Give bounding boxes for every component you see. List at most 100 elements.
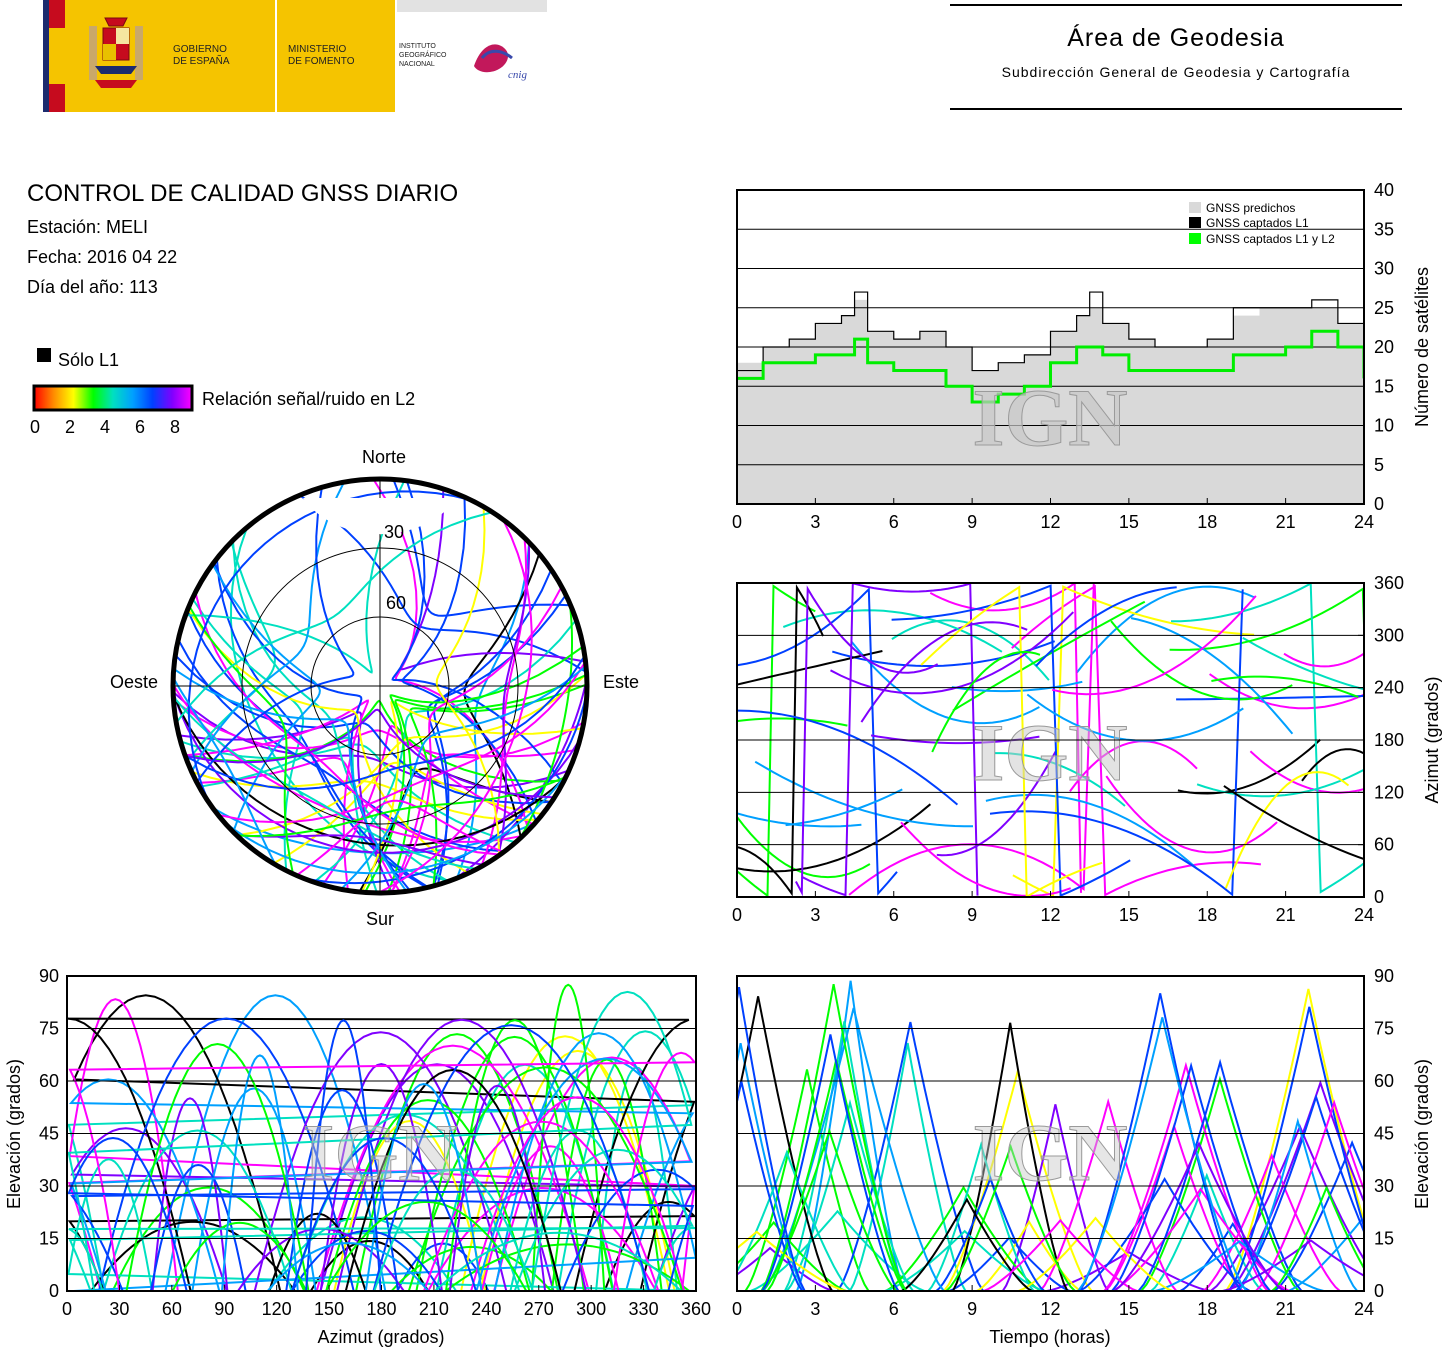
elevation-time-track [1271,1185,1364,1291]
skyplot-track [236,776,567,838]
elevation-azimuth-track [415,1035,614,1291]
polar-north-hole [303,498,457,535]
y-tick-label: 5 [1374,455,1384,475]
polar-north-label: Norte [362,447,406,467]
elevation-time-track [901,1197,1033,1291]
skyplot-track [190,481,345,773]
y-tick-label: 90 [39,966,59,986]
station-label: Estación: MELI [27,217,149,237]
x-tick-label: 360 [681,1299,711,1319]
report-info: CONTROL DE CALIDAD GNSS DIARIO Estación:… [27,180,458,298]
x-tick-label: 24 [1354,1299,1374,1319]
azimuth-track [737,650,883,686]
y-tick-label: 15 [1374,376,1394,396]
header-rule-top [950,4,1402,6]
azimuth-track [1283,652,1364,668]
skyplot-track [313,619,577,883]
elevation-azimuth-track [434,1231,682,1291]
x-tick-label: 12 [1040,905,1060,925]
azimuth-track [1035,586,1177,667]
elevation-azimuth-track [470,1096,686,1291]
azimuth-track [900,821,1072,897]
gobierno-label: GOBIERNO DE ESPAÑA [173,44,230,67]
elevation-azimuth-track [445,1019,585,1291]
x-tick-label: 300 [576,1299,606,1319]
skyplot-track [177,639,505,853]
elevation-azimuth-track [102,1129,293,1291]
elevation-azimuth-track [364,1082,483,1291]
y-tick-label: 10 [1374,416,1394,436]
azimuth-track [1169,587,1364,656]
elevation-time-track [935,1175,1045,1291]
skyplot-track [401,496,538,823]
elevation-azimuth-track [266,1242,429,1291]
skyplot-track [173,691,581,854]
elevation-azimuth-track [305,1019,382,1291]
azimuth-track [830,611,1075,695]
skyplot-track [217,661,587,824]
azimuth-track [994,752,1126,807]
y-tick-label: 20 [1374,337,1394,357]
skyplot-track [390,586,563,893]
skyplot-track [392,479,571,617]
y-tick-label: 45 [39,1124,59,1144]
elevation-time-track [1137,1058,1303,1291]
x-tick-label: 6 [889,1299,899,1319]
y-tick-label: 360 [1374,573,1404,593]
azimuth-track [1176,694,1364,701]
elevation-azimuth-track [336,1018,587,1291]
elevation-time-track [761,1127,898,1291]
l1-only-swatch [37,348,51,362]
elevation-azimuth-track [68,998,696,1291]
elevation-time-track [983,1218,1138,1291]
skyplot-track [302,691,587,885]
y-tick-label: 180 [1374,730,1404,750]
azimuth-track [737,815,871,879]
elevation-time-track [1111,1187,1290,1291]
azimuth-track [1211,675,1359,699]
azimuth-track [1051,595,1257,696]
azimuth-track [754,760,973,828]
azimuth-track [920,585,1103,897]
elevation-time-track [836,1021,984,1291]
elevation-time-track [1228,1079,1364,1291]
elevation-time-track [786,1098,914,1291]
elevation-time-track [760,984,907,1291]
x-tick-label: 270 [524,1299,554,1319]
skyplot-track [340,665,587,890]
elevation-time-track [1154,1240,1325,1291]
y-tick-label: 0 [1374,887,1384,907]
x-tick-label: 0 [62,1299,72,1319]
elevation-azimuth-track [460,1035,671,1291]
x-tick-label: 0 [732,512,742,532]
report-title: CONTROL DE CALIDAD GNSS DIARIO [27,180,459,207]
elevation-azimuth-track [372,1024,650,1291]
azimuth-track [785,788,903,827]
elevation-azimuth-track [344,1068,562,1291]
skyplot-track [435,506,501,856]
legend-l1: GNSS captados L1 [1206,216,1309,230]
elevation-azimuth-track [68,1226,696,1291]
elevation-time-track [927,1141,1035,1291]
x-tick-label: 24 [1354,905,1374,925]
az-ylabel: Azimut (grados) [1422,676,1442,803]
elevation-azimuth-track [151,1097,229,1291]
elevation-time-track [1255,1099,1364,1291]
elevation-time-track [1225,988,1364,1291]
polar-ring-label-60: 60 [386,593,406,613]
skyplot-track [173,668,408,892]
elevation-azimuth-track [67,1136,695,1291]
day-of-year-label: Día del año: 113 [27,277,158,297]
elevation-time-track [1235,1093,1364,1291]
count-ylabel: Número de satélites [1412,267,1432,427]
polar-horizon-ring [170,476,590,896]
skyplot-track [364,645,584,893]
elevation-azimuth-track [285,1089,399,1291]
y-tick-label: 15 [1374,1229,1394,1249]
skyplot-track [231,540,449,883]
skyplot-track [211,563,321,833]
legend-swatch-l1 [1189,217,1201,228]
elevation-time-track [737,1043,806,1291]
azimuth-track [1076,585,1256,674]
elevation-time-track [1001,1104,1110,1291]
